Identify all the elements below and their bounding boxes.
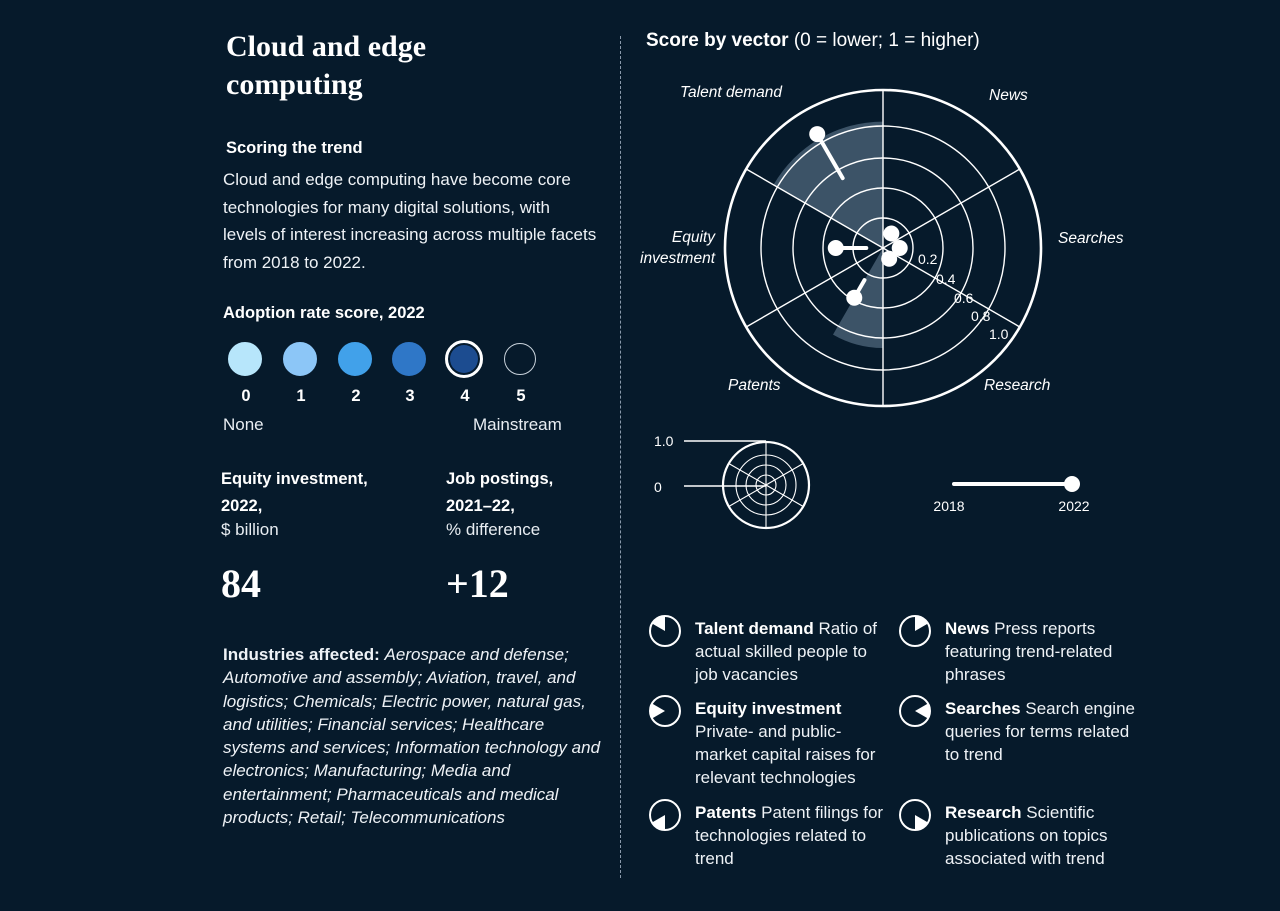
axis-label-talent: Talent demand — [680, 84, 783, 101]
column-divider — [620, 36, 621, 878]
chart-title: Score by vector (0 = lower; 1 = higher) — [646, 30, 980, 52]
adoption-dot-4 — [445, 340, 483, 378]
ring-label: 0.6 — [954, 290, 974, 306]
legend-item: Searches Search engine queries for terms… — [897, 695, 1137, 766]
sector-icon — [899, 615, 931, 647]
key-year-end: 2022 — [1058, 498, 1089, 514]
equity-value: 84 — [221, 561, 261, 606]
equity-title-1: Equity investment, — [221, 470, 368, 488]
legend-item: Talent demand Ratio of actual skilled pe… — [647, 615, 887, 686]
sector-icon — [899, 695, 931, 727]
equity-title-2: 2022, — [221, 497, 263, 515]
chart-title-main: Score by vector — [646, 30, 789, 51]
sector-icon — [649, 695, 681, 727]
legend-desc: Patent filings for technologies related … — [695, 803, 884, 868]
vector-2022-point — [846, 289, 863, 306]
jobs-title-2: 2021–22, — [446, 497, 515, 515]
vector-2022-point — [809, 126, 826, 143]
adoption-score-label: 4 — [460, 387, 470, 405]
legend-item: Research Scientific publications on topi… — [897, 799, 1137, 870]
legend-name: Patents — [695, 803, 757, 822]
page-title: Cloud and edge computing — [226, 30, 427, 101]
adoption-score-label: 2 — [351, 387, 361, 405]
legend-name: Equity investment — [695, 699, 842, 718]
adoption-dot-1 — [281, 340, 319, 378]
adoption-dot-3 — [390, 340, 428, 378]
legend-desc: Scientific publications on topics associ… — [945, 803, 1108, 868]
legend-item: Patents Patent filings for technologies … — [647, 799, 887, 870]
highlight-sector — [773, 121, 883, 248]
adoption-dot-2 — [336, 340, 374, 378]
axis-label-research: Research — [984, 377, 1050, 394]
legend-desc: Press reports featuring trend-related ph… — [945, 619, 1113, 684]
intro-text: Cloud and edge computing have become cor… — [223, 170, 597, 272]
adoption-score-label: 1 — [296, 387, 306, 405]
scoring-heading: Scoring the trend — [226, 139, 363, 157]
adoption-dot-5 — [504, 343, 536, 375]
axis-label-equity_l2: investment — [640, 250, 716, 267]
sector-divider — [745, 247, 884, 328]
axis-label-news: News — [989, 87, 1028, 104]
chart-title-note: (0 = lower; 1 = higher) — [793, 30, 980, 51]
equity-unit: $ billion — [221, 520, 279, 539]
key-scale-min: 0 — [654, 479, 662, 495]
legend-desc: Search engine queries for terms related … — [945, 699, 1135, 764]
legend-desc: Ratio of actual skilled people to job va… — [695, 619, 878, 684]
sector-divider — [745, 168, 884, 249]
sector-divider — [882, 168, 1021, 249]
axis-label-equity_l1: Equity — [672, 229, 716, 246]
key-divider — [728, 463, 767, 486]
radar-chart: 0.2 0.4 0.6 0.8 1.0 Talent demand News Searches… — [640, 84, 1124, 408]
adoption-score-label: 5 — [516, 387, 526, 405]
legend-name: Talent demand — [695, 619, 814, 638]
key-scale-max: 1.0 — [654, 433, 674, 449]
adoption-title: Adoption rate score, 2022 — [223, 304, 425, 322]
axis-label-searches: Searches — [1058, 230, 1124, 247]
legend-item: Equity investment Private- and public-ma… — [647, 695, 887, 789]
jobs-value: +12 — [446, 561, 509, 606]
equity-stat: Equity investment, 2022, $ billion — [221, 466, 368, 540]
ring-label: 0.4 — [936, 271, 956, 287]
adoption-score-label: 0 — [241, 387, 251, 405]
legend-item: News Press reports featuring trend-relat… — [897, 615, 1137, 686]
key-year-start: 2018 — [933, 498, 964, 514]
adoption-score-label: 3 — [405, 387, 415, 405]
legend-name: Research — [945, 803, 1022, 822]
industries-list: Aerospace and defense; Automotive and as… — [223, 645, 601, 828]
vector-2022-point — [883, 225, 900, 242]
vector-change-line — [815, 132, 845, 181]
vector-2022-point — [891, 240, 908, 256]
ring-label: 1.0 — [989, 326, 1009, 342]
sector-divider — [882, 247, 1021, 328]
industries-affected: Industries affected: Aerospace and defen… — [223, 643, 601, 829]
industries-label: Industries affected: — [223, 645, 380, 664]
ring-label: 0.2 — [918, 251, 938, 267]
key-divider — [765, 484, 804, 507]
key-end-point — [1064, 476, 1080, 492]
sector-icon — [899, 799, 931, 831]
legend-name: News — [945, 619, 990, 638]
key-divider — [728, 484, 767, 507]
ring-label: 0.8 — [971, 308, 991, 324]
axis-label-patents: Patents — [728, 377, 781, 394]
jobs-unit: % difference — [446, 520, 541, 539]
vector-2022-point — [827, 240, 844, 256]
vector-2022-point — [881, 250, 898, 267]
legend-name: Searches — [945, 699, 1021, 718]
chart-key: 1.0 0 2018 2022 — [654, 433, 1090, 530]
jobs-stat: Job postings, 2021–22, % difference — [446, 466, 553, 540]
key-divider — [765, 463, 804, 486]
jobs-title-1: Job postings, — [446, 470, 554, 488]
adoption-label-high: Mainstream — [473, 415, 562, 434]
adoption-dot-0 — [226, 340, 264, 378]
legend-desc: Private- and public-market capital raise… — [695, 722, 876, 787]
sector-icon — [649, 615, 681, 647]
sector-icon — [649, 799, 681, 831]
adoption-label-low: None — [223, 415, 264, 434]
